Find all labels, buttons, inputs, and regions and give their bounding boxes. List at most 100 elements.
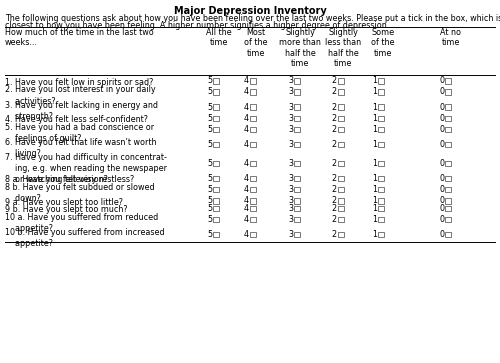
Text: 4: 4 <box>244 114 249 123</box>
Text: 2: 2 <box>332 204 337 213</box>
Text: 3: 3 <box>288 196 293 205</box>
Text: 2: 2 <box>332 140 337 149</box>
Text: 4: 4 <box>244 185 249 194</box>
Bar <box>378 205 384 211</box>
Bar <box>445 187 450 192</box>
Text: Major Depression Inventory: Major Depression Inventory <box>174 6 326 16</box>
Text: 8 a. Have you felt very restless?: 8 a. Have you felt very restless? <box>5 175 134 184</box>
Bar <box>378 217 384 222</box>
Text: 5: 5 <box>207 185 212 194</box>
Bar <box>445 205 450 211</box>
Text: 5: 5 <box>207 140 212 149</box>
Bar <box>250 232 256 237</box>
Bar <box>338 232 344 237</box>
Bar <box>378 78 384 83</box>
Text: At no
time: At no time <box>440 28 462 48</box>
Text: 1: 1 <box>372 140 377 149</box>
Text: 3: 3 <box>288 102 293 111</box>
Text: 3: 3 <box>288 230 293 239</box>
Bar <box>445 160 450 166</box>
Text: 5: 5 <box>207 174 212 183</box>
Bar <box>250 217 256 222</box>
Text: 1: 1 <box>372 87 377 97</box>
Bar <box>378 187 384 192</box>
Bar <box>213 115 218 121</box>
Bar <box>250 175 256 181</box>
Text: 3: 3 <box>288 215 293 224</box>
Bar <box>250 127 256 132</box>
Text: 5: 5 <box>207 204 212 213</box>
Text: closest to how you have been feeling. A higher number signifies a higher degree : closest to how you have been feeling. A … <box>5 21 389 30</box>
Text: 4: 4 <box>244 196 249 205</box>
Bar <box>213 78 218 83</box>
Text: 4: 4 <box>244 87 249 97</box>
Bar <box>213 142 218 147</box>
Bar <box>213 232 218 237</box>
Text: 3: 3 <box>288 125 293 134</box>
Text: 1: 1 <box>372 102 377 111</box>
Text: 0: 0 <box>439 174 444 183</box>
Text: Most
of the
time: Most of the time <box>244 28 268 58</box>
Bar <box>338 217 344 222</box>
Text: 1: 1 <box>372 114 377 123</box>
Text: 3: 3 <box>288 185 293 194</box>
Bar <box>338 198 344 204</box>
Text: 4: 4 <box>244 204 249 213</box>
Bar <box>338 160 344 166</box>
Bar <box>338 175 344 181</box>
Bar <box>250 104 256 110</box>
Text: 2: 2 <box>332 215 337 224</box>
Text: Some
of the
time: Some of the time <box>371 28 395 58</box>
Text: 0: 0 <box>439 196 444 205</box>
Bar <box>294 160 300 166</box>
Bar <box>338 89 344 95</box>
Text: Slightly
less than
half the
time: Slightly less than half the time <box>325 28 361 68</box>
Text: 4: 4 <box>244 159 249 168</box>
Text: 4. Have you felt less self-confident?: 4. Have you felt less self-confident? <box>5 115 148 125</box>
Bar <box>294 115 300 121</box>
Text: 5: 5 <box>207 114 212 123</box>
Text: 1: 1 <box>372 196 377 205</box>
Bar <box>378 104 384 110</box>
Bar <box>213 160 218 166</box>
Text: 0: 0 <box>439 159 444 168</box>
Bar <box>338 187 344 192</box>
Text: 3: 3 <box>288 87 293 97</box>
Text: 4: 4 <box>244 174 249 183</box>
Text: 9 a. Have you slept too little?: 9 a. Have you slept too little? <box>5 198 123 207</box>
Text: 5: 5 <box>207 87 212 97</box>
Bar <box>378 127 384 132</box>
Bar <box>213 127 218 132</box>
Text: 3: 3 <box>288 140 293 149</box>
Text: 5: 5 <box>207 159 212 168</box>
Bar <box>378 89 384 95</box>
Bar <box>378 198 384 204</box>
Text: 3: 3 <box>288 174 293 183</box>
Text: 1: 1 <box>372 125 377 134</box>
Bar <box>213 89 218 95</box>
Bar <box>378 142 384 147</box>
Text: 1: 1 <box>372 215 377 224</box>
Text: Slightly
more than
half the
time: Slightly more than half the time <box>279 28 321 68</box>
Text: 4: 4 <box>244 230 249 239</box>
Bar <box>294 127 300 132</box>
Text: 3: 3 <box>288 76 293 85</box>
Text: 2: 2 <box>332 159 337 168</box>
Text: 3: 3 <box>288 204 293 213</box>
Text: All the
time: All the time <box>206 28 232 48</box>
Text: 2: 2 <box>332 230 337 239</box>
Text: 5: 5 <box>207 125 212 134</box>
Text: 1: 1 <box>372 204 377 213</box>
Bar <box>445 104 450 110</box>
Text: 0: 0 <box>439 76 444 85</box>
Text: 2: 2 <box>332 76 337 85</box>
Text: 6. Have you felt that life wasn’t worth
    living?: 6. Have you felt that life wasn’t worth … <box>5 138 156 158</box>
Text: 7. Have you had difficulty in concentrat-
    ing, e.g. when reading the newspap: 7. Have you had difficulty in concentrat… <box>5 153 167 184</box>
Bar <box>294 175 300 181</box>
Bar <box>338 78 344 83</box>
Text: How much of the time in the last two
weeks...: How much of the time in the last two wee… <box>5 28 154 48</box>
Text: 2: 2 <box>332 125 337 134</box>
Bar <box>294 232 300 237</box>
Text: 0: 0 <box>439 215 444 224</box>
Text: 8 b. Have you felt subdued or slowed
    down?: 8 b. Have you felt subdued or slowed dow… <box>5 183 154 203</box>
